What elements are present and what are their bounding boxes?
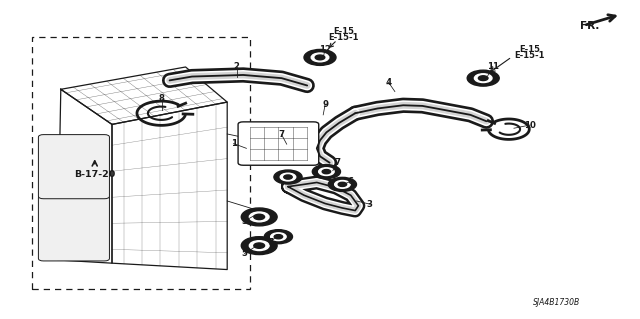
Text: 3: 3 xyxy=(367,200,373,209)
Circle shape xyxy=(264,230,292,244)
Circle shape xyxy=(250,212,269,222)
FancyBboxPatch shape xyxy=(38,195,109,261)
Text: 2: 2 xyxy=(234,63,240,71)
Polygon shape xyxy=(61,67,227,124)
Circle shape xyxy=(241,237,277,255)
Text: E-15: E-15 xyxy=(520,45,540,54)
Circle shape xyxy=(280,173,296,181)
Text: 11: 11 xyxy=(487,62,499,71)
Bar xyxy=(32,37,250,289)
Text: B-17-20: B-17-20 xyxy=(74,170,115,179)
Text: SJA4B1730B: SJA4B1730B xyxy=(533,298,580,307)
Circle shape xyxy=(467,70,499,86)
Circle shape xyxy=(250,241,269,250)
Text: E-15-1: E-15-1 xyxy=(515,51,545,60)
Text: E-15: E-15 xyxy=(333,27,354,36)
Text: 5: 5 xyxy=(241,249,248,258)
Text: 8: 8 xyxy=(159,94,165,103)
Text: FR.: FR. xyxy=(580,20,600,31)
Text: 10: 10 xyxy=(524,121,536,130)
Circle shape xyxy=(335,181,350,188)
Text: 1: 1 xyxy=(230,139,237,148)
Circle shape xyxy=(328,177,356,191)
Text: E-15-1: E-15-1 xyxy=(328,33,359,42)
Circle shape xyxy=(271,233,286,241)
Polygon shape xyxy=(112,102,227,270)
Text: 5: 5 xyxy=(241,217,248,226)
Text: 9: 9 xyxy=(322,100,328,109)
Text: 6: 6 xyxy=(348,177,354,186)
Polygon shape xyxy=(58,89,112,263)
FancyBboxPatch shape xyxy=(238,122,319,165)
Text: 12: 12 xyxy=(319,45,331,54)
Circle shape xyxy=(311,53,329,62)
Circle shape xyxy=(338,182,347,187)
Text: 7: 7 xyxy=(335,158,341,167)
Circle shape xyxy=(284,175,292,179)
Circle shape xyxy=(319,168,334,175)
Circle shape xyxy=(322,169,331,174)
Text: 7: 7 xyxy=(278,130,285,139)
Circle shape xyxy=(474,74,492,83)
Text: 4: 4 xyxy=(385,78,392,87)
Circle shape xyxy=(274,234,283,239)
Circle shape xyxy=(254,243,264,248)
Circle shape xyxy=(254,214,264,219)
Circle shape xyxy=(241,208,277,226)
Circle shape xyxy=(315,55,325,60)
FancyBboxPatch shape xyxy=(38,135,109,199)
Text: 7: 7 xyxy=(268,238,274,247)
Circle shape xyxy=(274,170,302,184)
Circle shape xyxy=(312,165,340,179)
Circle shape xyxy=(479,76,488,81)
Circle shape xyxy=(304,49,336,65)
